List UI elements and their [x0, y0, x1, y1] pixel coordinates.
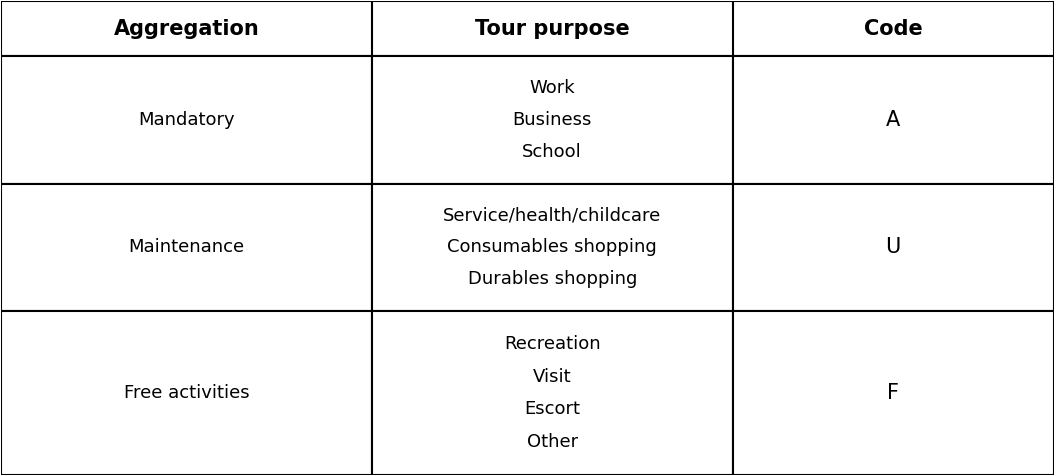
- Text: Recreation: Recreation: [504, 335, 600, 353]
- Text: Business: Business: [513, 111, 592, 129]
- Text: Escort: Escort: [524, 400, 580, 418]
- Text: Tour purpose: Tour purpose: [475, 19, 630, 39]
- Text: Maintenance: Maintenance: [129, 238, 245, 257]
- Bar: [1, 56, 371, 184]
- Text: U: U: [885, 238, 901, 258]
- Text: Other: Other: [526, 433, 578, 451]
- Text: A: A: [886, 109, 900, 129]
- Bar: [371, 56, 732, 184]
- Text: Free activities: Free activities: [123, 384, 249, 402]
- Bar: [1, 1, 1054, 56]
- Text: Service/health/childcare: Service/health/childcare: [443, 207, 661, 225]
- Text: Durables shopping: Durables shopping: [467, 270, 637, 288]
- Bar: [371, 311, 732, 475]
- Text: Aggregation: Aggregation: [114, 19, 260, 39]
- Text: Mandatory: Mandatory: [138, 111, 235, 129]
- Text: School: School: [522, 143, 582, 160]
- Text: Consumables shopping: Consumables shopping: [447, 238, 657, 257]
- Text: Visit: Visit: [533, 367, 572, 386]
- Bar: [732, 311, 1054, 475]
- Bar: [1, 311, 371, 475]
- Bar: [732, 56, 1054, 184]
- Text: Work: Work: [530, 79, 575, 97]
- Bar: [1, 184, 371, 311]
- Bar: [732, 184, 1054, 311]
- Text: Code: Code: [864, 19, 922, 39]
- Text: F: F: [887, 383, 899, 403]
- Bar: [371, 184, 732, 311]
